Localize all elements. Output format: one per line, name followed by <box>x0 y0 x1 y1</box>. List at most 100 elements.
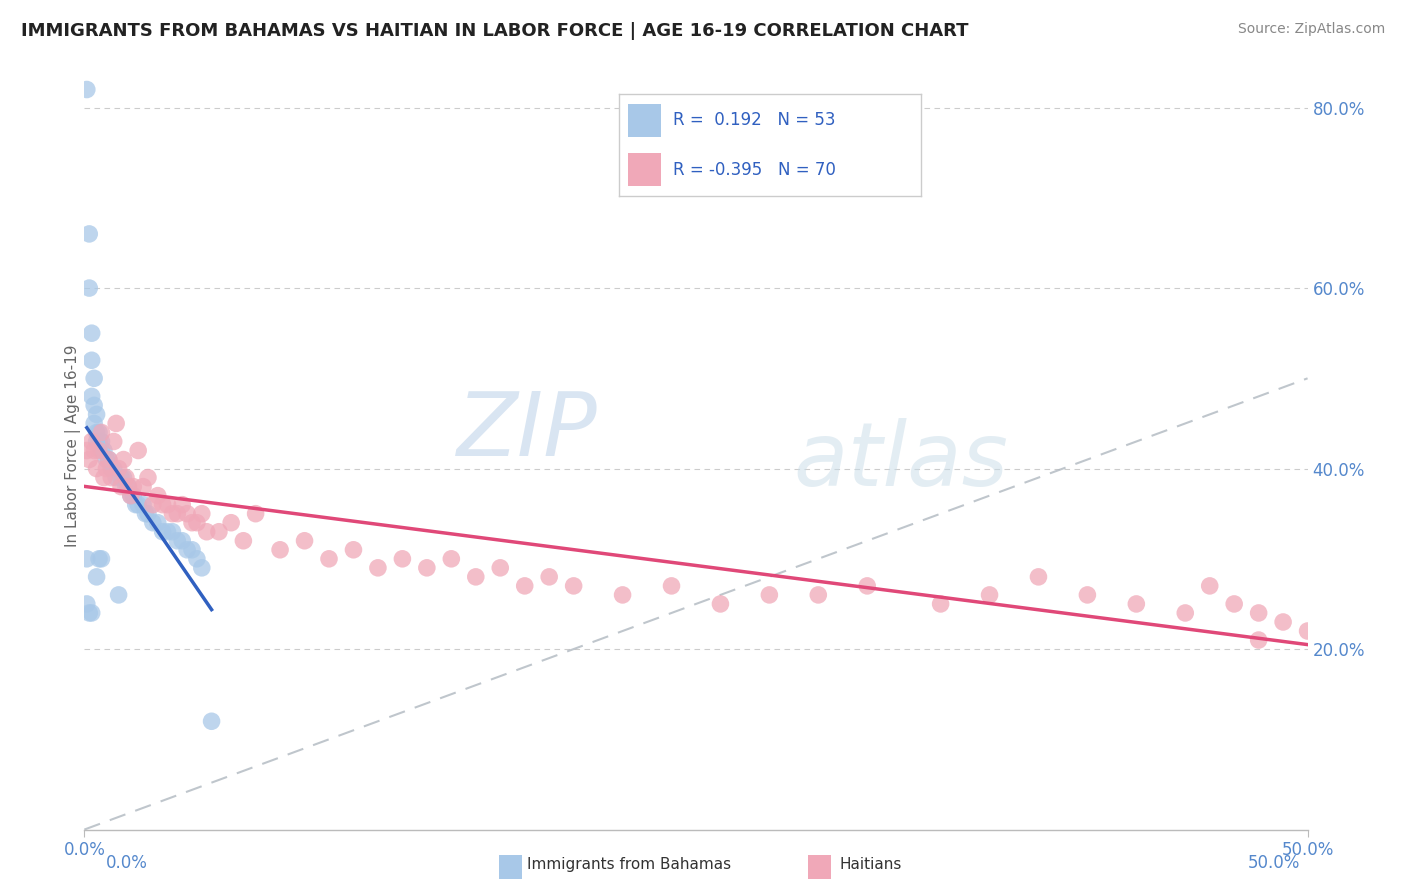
Point <box>166 533 188 548</box>
Point <box>136 470 159 484</box>
Point <box>162 507 184 521</box>
Point <box>107 461 129 475</box>
Point <box>152 498 174 512</box>
Point <box>132 498 155 512</box>
Point <box>77 452 100 467</box>
Point <box>80 434 103 449</box>
Point <box>80 353 103 368</box>
Point <box>76 597 98 611</box>
Point <box>245 507 267 521</box>
Text: ZIP: ZIP <box>457 388 598 474</box>
Point <box>162 524 184 539</box>
Point <box>86 461 108 475</box>
Point <box>132 480 155 494</box>
Text: Source: ZipAtlas.com: Source: ZipAtlas.com <box>1237 22 1385 37</box>
Point <box>77 281 100 295</box>
Point <box>146 516 169 530</box>
Point <box>90 443 112 458</box>
Point <box>186 551 208 566</box>
Point <box>176 542 198 557</box>
Point <box>100 461 122 475</box>
Point <box>86 408 108 422</box>
Point <box>117 480 139 494</box>
Point <box>195 524 218 539</box>
Point <box>142 498 165 512</box>
Point <box>83 371 105 385</box>
Point <box>1076 588 1098 602</box>
Text: IMMIGRANTS FROM BAHAMAS VS HAITIAN IN LABOR FORCE | AGE 16-19 CORRELATION CHART: IMMIGRANTS FROM BAHAMAS VS HAITIAN IN LA… <box>21 22 969 40</box>
Point <box>807 588 830 602</box>
Point <box>562 579 585 593</box>
Point <box>612 588 634 602</box>
Point <box>367 561 389 575</box>
Point <box>1296 624 1319 638</box>
Text: 50.0%: 50.0% <box>1249 855 1301 872</box>
Point <box>152 524 174 539</box>
Point <box>105 417 128 431</box>
Point <box>416 561 439 575</box>
Point <box>1125 597 1147 611</box>
Point <box>83 443 105 458</box>
Point <box>97 452 120 467</box>
Point <box>103 461 125 475</box>
Point <box>86 425 108 440</box>
Text: Immigrants from Bahamas: Immigrants from Bahamas <box>527 857 731 872</box>
Point <box>77 227 100 241</box>
Point <box>86 570 108 584</box>
Point <box>1198 579 1220 593</box>
Point <box>122 480 145 494</box>
Point <box>191 561 214 575</box>
Point <box>125 498 148 512</box>
Point <box>1028 570 1050 584</box>
Point <box>929 597 952 611</box>
Point <box>76 443 98 458</box>
Point <box>232 533 254 548</box>
Point <box>83 417 105 431</box>
Point <box>87 434 110 449</box>
Point <box>122 489 145 503</box>
Point <box>269 542 291 557</box>
Point <box>96 461 118 475</box>
Point <box>538 570 561 584</box>
Point <box>391 551 413 566</box>
Point <box>127 443 149 458</box>
Point <box>513 579 536 593</box>
Point <box>86 434 108 449</box>
Text: 0.0%: 0.0% <box>105 855 148 872</box>
Point <box>1223 597 1246 611</box>
Point <box>77 606 100 620</box>
Point <box>181 542 204 557</box>
Point <box>219 516 242 530</box>
Point <box>136 507 159 521</box>
Point <box>200 714 222 729</box>
Point <box>127 498 149 512</box>
Point <box>342 542 364 557</box>
Text: R =  0.192   N = 53: R = 0.192 N = 53 <box>673 112 835 129</box>
Text: R = -0.395   N = 70: R = -0.395 N = 70 <box>673 161 837 178</box>
Point <box>1247 606 1270 620</box>
Point <box>1174 606 1197 620</box>
Point <box>166 507 188 521</box>
Point <box>294 533 316 548</box>
Point <box>1247 633 1270 648</box>
Point <box>318 551 340 566</box>
Bar <box>627 153 661 186</box>
Point <box>83 398 105 412</box>
Point <box>110 470 132 484</box>
Point <box>979 588 1001 602</box>
Point <box>120 489 142 503</box>
Point <box>93 470 115 484</box>
Point <box>87 425 110 440</box>
Point <box>105 470 128 484</box>
Point <box>115 470 138 484</box>
Point <box>661 579 683 593</box>
Point <box>90 551 112 566</box>
Point <box>107 588 129 602</box>
Point <box>90 425 112 440</box>
Point <box>172 498 194 512</box>
Point <box>135 507 157 521</box>
Point <box>186 516 208 530</box>
Point <box>176 507 198 521</box>
Point <box>76 551 98 566</box>
Text: atlas: atlas <box>794 418 1008 504</box>
